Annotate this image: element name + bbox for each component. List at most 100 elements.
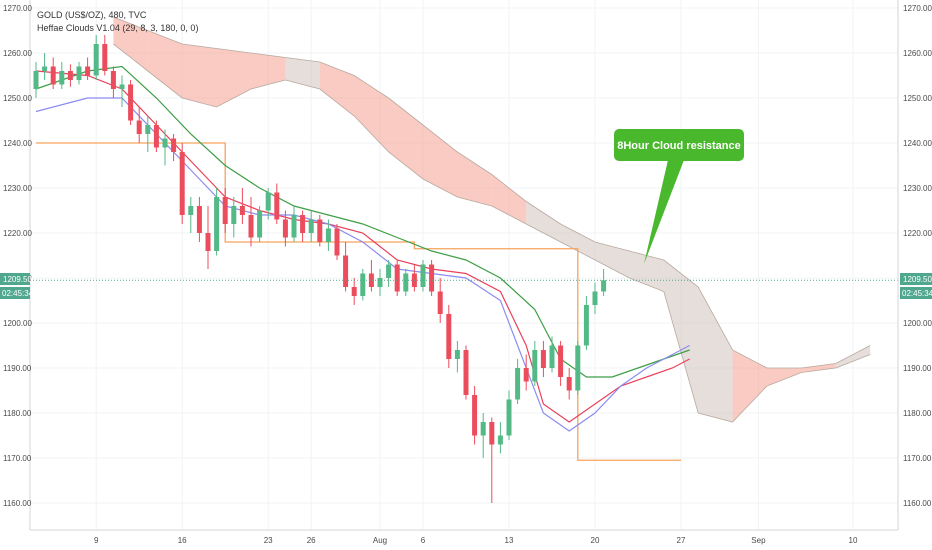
candle-body bbox=[472, 395, 478, 436]
y-tick-label-left: 1200.00 bbox=[3, 319, 32, 328]
y-tick-label-right: 1230.00 bbox=[903, 184, 932, 193]
cloud-segment bbox=[457, 152, 492, 206]
y-tick-label-right: 1250.00 bbox=[903, 94, 932, 103]
series-green-ma bbox=[35, 65, 690, 378]
candle-body bbox=[549, 345, 555, 368]
candle-body bbox=[317, 219, 323, 242]
x-tick-label: 26 bbox=[307, 536, 316, 545]
x-axis-ticks: 9162326Aug6132027Sep1017 bbox=[94, 536, 858, 545]
cloud-segment bbox=[285, 57, 320, 89]
candle-body bbox=[76, 66, 82, 80]
x-tick-label: Aug bbox=[373, 536, 387, 545]
y-tick-label-left: 1180.00 bbox=[3, 409, 32, 418]
candle-body bbox=[343, 255, 349, 287]
candle-body bbox=[231, 206, 237, 224]
y-tick-label-right: 1240.00 bbox=[903, 139, 932, 148]
indicator-title: Heffae Clouds V1.04 (29, 8, 3, 180, 0, 0… bbox=[37, 23, 198, 33]
candle-body bbox=[153, 125, 159, 148]
candle-body bbox=[497, 435, 503, 445]
cloud-segment bbox=[113, 17, 148, 71]
candle-body bbox=[282, 219, 288, 238]
y-tick-label-right: 1260.00 bbox=[903, 49, 932, 58]
right-price-tag: 1209.50 02:45:34 bbox=[900, 273, 932, 299]
candle-body bbox=[162, 138, 168, 148]
candle-body bbox=[188, 206, 194, 215]
candle-body bbox=[239, 206, 245, 215]
candle-body bbox=[179, 152, 185, 215]
candle-body bbox=[454, 350, 460, 359]
y-tick-label-left: 1270.00 bbox=[3, 4, 32, 13]
candle-body bbox=[566, 377, 572, 391]
y-tick-label-right: 1270.00 bbox=[903, 4, 932, 13]
cloud-segment bbox=[663, 260, 699, 413]
candle-body bbox=[274, 192, 280, 220]
x-tick-label: 23 bbox=[264, 536, 273, 545]
candle-body bbox=[515, 368, 521, 400]
cloud-segment bbox=[147, 30, 183, 98]
candle-body bbox=[59, 71, 65, 85]
candle-body bbox=[532, 350, 538, 382]
y-tick-label-right: 1190.00 bbox=[903, 364, 932, 373]
candle-body bbox=[368, 273, 374, 287]
x-tick-label: 20 bbox=[591, 536, 600, 545]
cloud-segment bbox=[319, 62, 355, 116]
candle-body bbox=[265, 192, 271, 211]
y-tick-label-left: 1160.00 bbox=[3, 499, 32, 508]
candle-body bbox=[291, 215, 297, 238]
candle-body bbox=[119, 84, 125, 89]
candle-body bbox=[222, 197, 228, 224]
candle-body bbox=[308, 219, 314, 233]
candle-body bbox=[575, 345, 581, 391]
annotation-callout[interactable]: 8Hour Cloud resistance bbox=[614, 129, 744, 264]
y-tick-label-left: 1230.00 bbox=[3, 184, 32, 193]
cloud-segment bbox=[354, 75, 389, 152]
y-tick-label-left: 1190.00 bbox=[3, 364, 32, 373]
svg-text:1209.50: 1209.50 bbox=[3, 275, 32, 284]
candle-body bbox=[540, 350, 546, 368]
candle-body bbox=[171, 138, 177, 152]
candle-body bbox=[50, 66, 56, 85]
candle-body bbox=[214, 197, 220, 251]
y-tick-label-left: 1250.00 bbox=[3, 94, 32, 103]
y-tick-label-right: 1170.00 bbox=[903, 454, 932, 463]
candle-body bbox=[360, 273, 366, 296]
cloud-segment bbox=[526, 201, 561, 242]
candles bbox=[33, 35, 607, 503]
x-tick-label: 10 bbox=[849, 536, 858, 545]
svg-text:02:45:34: 02:45:34 bbox=[2, 289, 34, 298]
candle-body bbox=[300, 215, 306, 233]
cloud-segment bbox=[767, 368, 802, 386]
candle-body bbox=[334, 228, 340, 256]
cloud-segment bbox=[182, 44, 217, 107]
x-tick-label: 27 bbox=[677, 536, 686, 545]
annotation-text: 8Hour Cloud resistance bbox=[617, 140, 740, 152]
candle-body bbox=[523, 368, 529, 382]
candle-body bbox=[437, 291, 443, 314]
x-tick-label: 13 bbox=[505, 536, 514, 545]
candle-body bbox=[463, 350, 469, 395]
x-tick-label: 6 bbox=[421, 536, 426, 545]
candle-body bbox=[351, 287, 357, 296]
left-price-tag: 1209.50 02:45:34 bbox=[0, 273, 34, 299]
x-tick-label: 16 bbox=[178, 536, 187, 545]
x-tick-label: 9 bbox=[94, 536, 99, 545]
candle-body bbox=[93, 44, 99, 76]
candle-body bbox=[601, 280, 607, 292]
cloud-segment bbox=[216, 48, 251, 107]
cloud-segment bbox=[698, 287, 733, 422]
candle-body bbox=[506, 399, 512, 436]
candle-body bbox=[489, 422, 495, 445]
candle-body bbox=[558, 345, 564, 377]
y-tick-label-left: 1240.00 bbox=[3, 139, 32, 148]
candle-body bbox=[257, 210, 263, 238]
candle-body bbox=[196, 206, 202, 233]
grid bbox=[30, 0, 898, 530]
cloud-upper-edge bbox=[113, 16, 871, 369]
candle-body bbox=[128, 84, 134, 121]
candle-body bbox=[403, 273, 409, 292]
x-tick-label: Sep bbox=[751, 536, 766, 545]
y-tick-label-left: 1260.00 bbox=[3, 49, 32, 58]
candle-body bbox=[592, 291, 598, 305]
svg-text:1209.50: 1209.50 bbox=[903, 275, 932, 284]
